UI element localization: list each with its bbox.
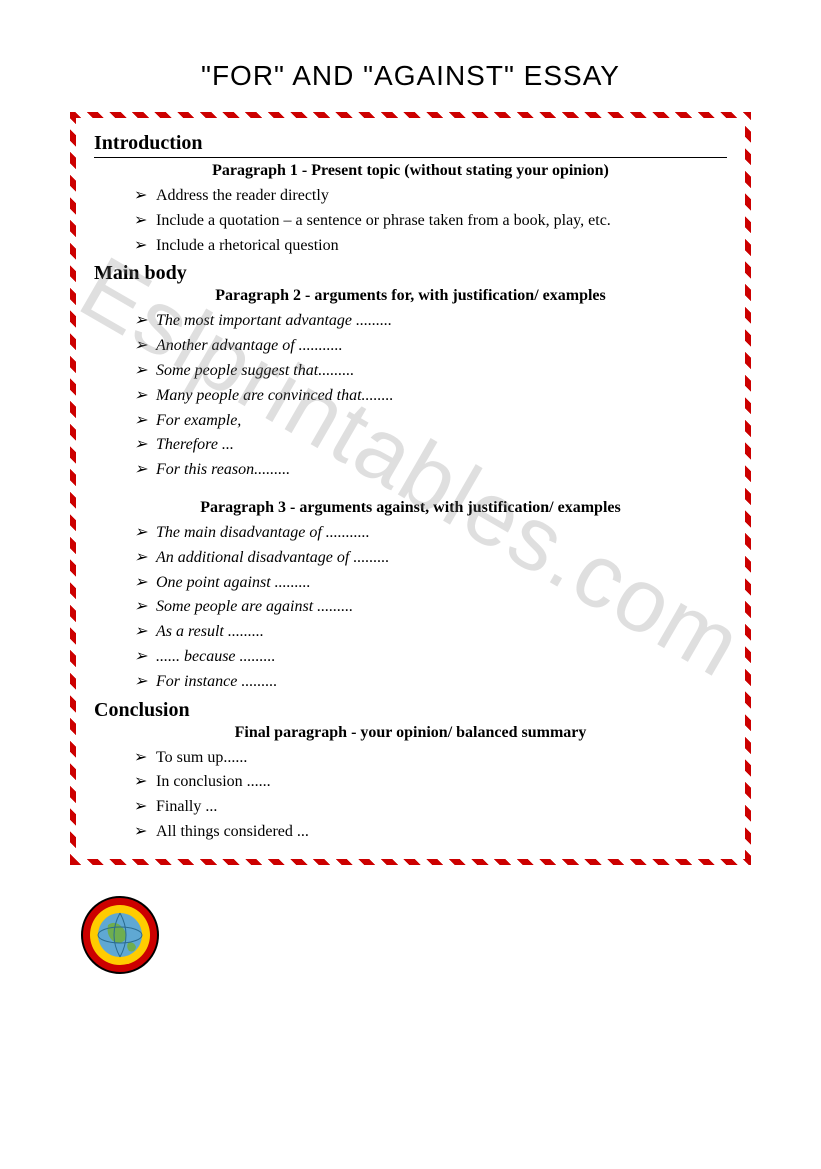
list-item: Include a rhetorical question — [134, 234, 727, 259]
para1-heading: Paragraph 1 - Present topic (without sta… — [94, 162, 727, 180]
list-item: Many people are convinced that........ — [134, 384, 727, 409]
intro-heading: Introduction — [94, 132, 727, 158]
list-item: To sum up...... — [134, 746, 727, 771]
para3-list: The main disadvantage of ........... An … — [94, 521, 727, 695]
list-item: Finally ... — [134, 795, 727, 820]
page-title: "FOR" AND "AGAINST" ESSAY — [70, 60, 751, 92]
content-box: Introduction Paragraph 1 - Present topic… — [70, 112, 751, 865]
para2-list: The most important advantage ......... A… — [94, 309, 727, 483]
list-item: The main disadvantage of ........... — [134, 521, 727, 546]
list-item: For this reason......... — [134, 458, 727, 483]
para2-heading: Paragraph 2 - arguments for, with justif… — [94, 287, 727, 305]
list-item: In conclusion ...... — [134, 770, 727, 795]
list-item: For example, — [134, 409, 727, 434]
conclusion-list: To sum up...... In conclusion ...... Fin… — [94, 746, 727, 845]
list-item: Therefore ... — [134, 433, 727, 458]
intro-list: Address the reader directly Include a qu… — [94, 184, 727, 258]
main-heading: Main body — [94, 262, 727, 285]
list-item: As a result ......... — [134, 620, 727, 645]
final-para-heading: Final paragraph - your opinion/ balanced… — [94, 724, 727, 742]
list-item: ...... because ......... — [134, 645, 727, 670]
list-item: Another advantage of ........... — [134, 334, 727, 359]
list-item: One point against ......... — [134, 571, 727, 596]
list-item: The most important advantage ......... — [134, 309, 727, 334]
list-item: For instance ......... — [134, 670, 727, 695]
list-item: Some people are against ......... — [134, 595, 727, 620]
list-item: Address the reader directly — [134, 184, 727, 209]
list-item: An additional disadvantage of ......... — [134, 546, 727, 571]
list-item: Some people suggest that......... — [134, 359, 727, 384]
conclusion-heading: Conclusion — [94, 699, 727, 722]
list-item: All things considered ... — [134, 820, 727, 845]
globe-icon — [80, 895, 751, 980]
list-item: Include a quotation – a sentence or phra… — [134, 209, 727, 234]
para3-heading: Paragraph 3 - arguments against, with ju… — [94, 499, 727, 517]
